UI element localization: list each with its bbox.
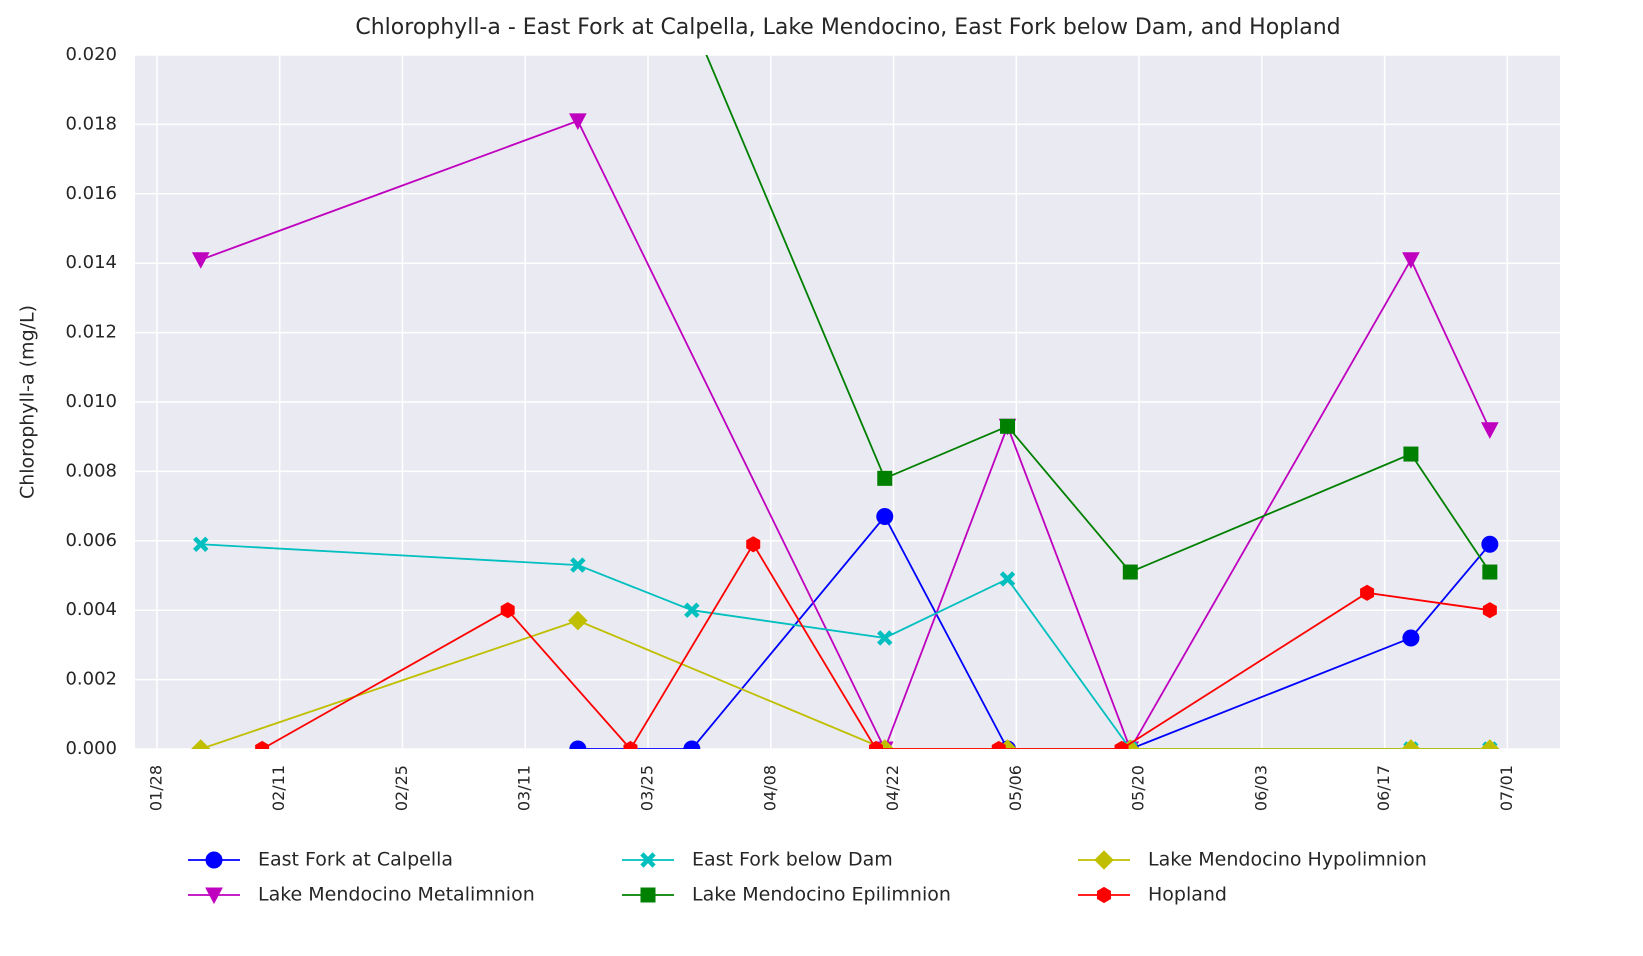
x-tick-label: 02/25 bbox=[392, 765, 411, 811]
y-tick-label: 0.018 bbox=[65, 113, 117, 134]
legend-label: Hopland bbox=[1148, 884, 1227, 906]
y-tick-label: 0.012 bbox=[65, 322, 117, 343]
marker bbox=[1122, 564, 1138, 580]
x-tick-label: 06/03 bbox=[1251, 765, 1270, 811]
marker bbox=[1000, 418, 1016, 434]
x-tick-label: 03/25 bbox=[638, 765, 657, 811]
legend-label: Lake Mendocino Metalimnion bbox=[258, 884, 535, 906]
series bbox=[705, 55, 1498, 580]
marker bbox=[1114, 740, 1129, 749]
y-tick-label: 0.002 bbox=[65, 669, 117, 690]
x-tick-label: 03/11 bbox=[515, 765, 534, 811]
x-tick-label: 05/06 bbox=[1006, 765, 1025, 811]
legend-label: East Fork below Dam bbox=[692, 849, 893, 871]
y-tick-label: 0.010 bbox=[65, 391, 117, 412]
marker bbox=[1401, 739, 1421, 749]
x-tick-label: 06/17 bbox=[1374, 765, 1393, 811]
marker bbox=[191, 252, 210, 269]
x-tick-label: 07/01 bbox=[1497, 765, 1516, 811]
series bbox=[255, 536, 1497, 749]
marker bbox=[1480, 739, 1500, 749]
marker bbox=[876, 508, 894, 526]
marker bbox=[500, 602, 515, 619]
y-tick-label: 0.000 bbox=[65, 738, 117, 759]
x-tick-label: 02/11 bbox=[269, 765, 288, 811]
marker bbox=[877, 470, 893, 486]
marker bbox=[869, 740, 883, 749]
y-tick-label: 0.004 bbox=[65, 599, 117, 620]
series-line bbox=[261, 542, 1490, 749]
marker bbox=[1360, 584, 1375, 601]
marker bbox=[683, 740, 701, 749]
chart-title: Chlorophyll-a - East Fork at Calpella, L… bbox=[355, 15, 1340, 40]
y-tick-label: 0.020 bbox=[65, 44, 117, 65]
marker bbox=[623, 740, 638, 749]
legend-label: Lake Mendocino Epilimnion bbox=[692, 884, 951, 906]
y-tick-label: 0.014 bbox=[65, 252, 117, 273]
marker bbox=[1094, 850, 1114, 870]
marker bbox=[1402, 629, 1420, 647]
marker bbox=[1402, 252, 1420, 269]
marker bbox=[991, 740, 1006, 749]
marker bbox=[570, 557, 586, 573]
marker bbox=[1481, 535, 1499, 553]
marker bbox=[193, 536, 209, 552]
marker bbox=[569, 113, 587, 130]
marker bbox=[640, 887, 656, 903]
y-axis-label: Chlorophyll-a (mg/L) bbox=[17, 305, 39, 499]
marker bbox=[1482, 564, 1498, 580]
y-tick-label: 0.006 bbox=[65, 530, 117, 551]
marker bbox=[999, 571, 1016, 587]
marker bbox=[1097, 886, 1111, 904]
marker bbox=[877, 630, 893, 646]
x-tick-label: 04/08 bbox=[760, 765, 779, 811]
marker bbox=[684, 602, 700, 618]
legend-label: Lake Mendocino Hypolimnion bbox=[1148, 849, 1427, 871]
marker bbox=[568, 610, 588, 631]
marker bbox=[191, 739, 211, 749]
marker bbox=[205, 851, 223, 869]
legend-label: East Fork at Calpella bbox=[258, 849, 453, 871]
marker bbox=[255, 740, 270, 749]
marker bbox=[569, 740, 587, 749]
x-tick-label: 05/20 bbox=[1129, 765, 1148, 811]
series-line bbox=[705, 55, 1491, 574]
series-line bbox=[200, 543, 1490, 749]
marker bbox=[640, 852, 656, 868]
marker bbox=[1403, 446, 1419, 462]
marker bbox=[746, 536, 761, 553]
y-tick-label: 0.008 bbox=[65, 460, 117, 481]
x-tick-label: 01/28 bbox=[146, 765, 165, 811]
y-tick-label: 0.016 bbox=[65, 183, 117, 204]
marker bbox=[1481, 422, 1499, 439]
x-tick-label: 04/22 bbox=[883, 765, 902, 811]
marker bbox=[1482, 602, 1497, 619]
marker bbox=[205, 887, 223, 905]
